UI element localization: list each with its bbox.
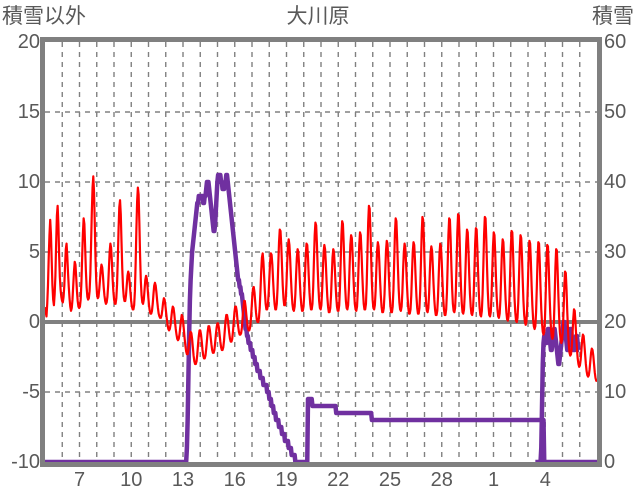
x-axis-tick-label: 10 — [120, 469, 143, 491]
right-axis-tick-label: 40 — [604, 171, 627, 193]
right-axis-tick-label: 0 — [604, 451, 616, 473]
right-axis-tick-label: 50 — [604, 101, 627, 123]
x-axis-tick-label: 25 — [378, 469, 402, 491]
x-axis-tick-label: 7 — [73, 469, 86, 491]
left-axis-tick-label: 10 — [17, 171, 40, 193]
chart-title: 大川原 — [286, 5, 350, 28]
right-axis-tick-label: 30 — [604, 241, 627, 263]
x-axis-tick-label: 4 — [539, 469, 551, 491]
left-axis-title: 積雪以外 — [2, 5, 86, 28]
x-axis-tick-label: 22 — [327, 469, 350, 491]
x-axis-tick-label: 16 — [223, 469, 246, 491]
left-axis-tick-label: 15 — [17, 101, 40, 123]
left-axis-tick-label: 5 — [28, 241, 40, 263]
x-axis-tick-label: 13 — [171, 469, 195, 491]
x-axis-tick-label: 28 — [430, 469, 453, 491]
left-axis-tick-label: 0 — [28, 311, 40, 333]
series-lines — [43, 172, 599, 465]
right-axis-tick-label: 20 — [604, 311, 627, 333]
right-axis-tick-label: 10 — [604, 381, 627, 403]
x-axis-tick-label: 1 — [487, 469, 500, 491]
right-axis-tick-label: 60 — [604, 31, 627, 53]
gridlines — [45, 42, 597, 462]
left-axis-tick-label: -5 — [22, 381, 40, 403]
right-axis-title: 積雪 — [592, 5, 634, 28]
left-axis-tick-label: 20 — [17, 31, 40, 53]
x-axis-tick-label: 19 — [275, 469, 298, 491]
plot-border — [40, 37, 602, 467]
left-axis-tick-label: -10 — [11, 451, 40, 473]
